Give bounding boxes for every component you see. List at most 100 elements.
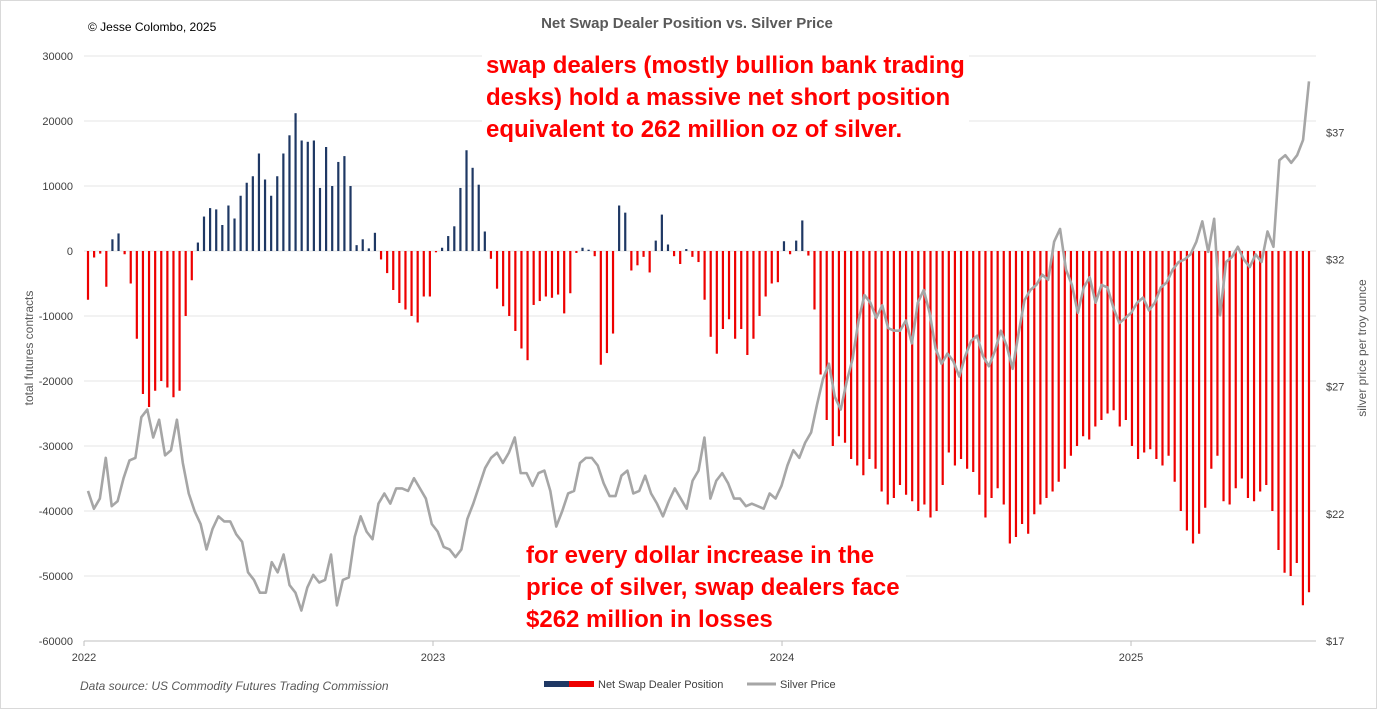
bar xyxy=(410,251,413,316)
bar xyxy=(1271,251,1274,511)
copyright-text: © Jesse Colombo, 2025 xyxy=(88,20,217,34)
bar xyxy=(209,208,212,251)
bar xyxy=(1069,251,1073,456)
bar xyxy=(294,113,297,251)
bar xyxy=(227,205,230,251)
bar xyxy=(1027,251,1030,534)
bar xyxy=(929,251,932,518)
bar xyxy=(111,239,114,251)
bar xyxy=(544,251,547,297)
bar xyxy=(300,140,303,251)
bar xyxy=(166,251,169,388)
annotation-bottom-line: $262 million in losses xyxy=(526,606,773,633)
legend-label-price: Silver Price xyxy=(780,679,836,691)
bar xyxy=(1136,251,1140,459)
bar xyxy=(959,251,963,459)
bar xyxy=(1045,251,1048,498)
bar xyxy=(966,251,969,469)
annotation-bottom-line: for every dollar increase in the xyxy=(526,542,875,569)
bar xyxy=(947,251,950,453)
bar xyxy=(184,251,187,316)
annotation-bottom: for every dollar increase in the price o… xyxy=(520,540,906,636)
bar xyxy=(1094,251,1097,427)
bar xyxy=(758,251,761,316)
bar xyxy=(685,249,688,251)
bar xyxy=(630,251,633,271)
bar xyxy=(1082,251,1085,437)
bar xyxy=(99,251,102,254)
bar xyxy=(276,176,279,251)
bar xyxy=(288,135,291,251)
bar xyxy=(843,251,847,443)
y-left-tick-label: -30000 xyxy=(39,441,73,453)
bar xyxy=(1198,251,1201,534)
bar xyxy=(1161,251,1164,466)
bar xyxy=(898,251,902,485)
bar xyxy=(813,251,816,310)
bar xyxy=(874,251,877,469)
bar xyxy=(202,216,206,251)
bar xyxy=(1118,251,1121,427)
bar xyxy=(416,251,419,323)
bar xyxy=(117,233,120,251)
bar xyxy=(1246,251,1250,498)
bar xyxy=(862,251,865,476)
bar xyxy=(373,232,377,251)
bar xyxy=(1112,251,1115,411)
annotation-top-line: equivalent to 262 million oz of silver. xyxy=(486,116,903,143)
bar xyxy=(233,218,236,251)
bar xyxy=(270,195,273,251)
bar xyxy=(1228,251,1231,505)
annotation-top: swap dealers (mostly bullion bank tradin… xyxy=(482,50,969,146)
bar xyxy=(746,251,749,355)
legend: Net Swap Dealer Position Silver Price xyxy=(544,679,836,691)
bar xyxy=(239,195,242,251)
y-left-tick-label: -50000 xyxy=(39,571,73,583)
bar xyxy=(154,251,157,391)
bar xyxy=(764,251,767,297)
bar xyxy=(422,251,425,297)
bar xyxy=(984,251,987,518)
y-left-tick-label: 10000 xyxy=(42,181,73,193)
bar xyxy=(1277,251,1280,550)
x-tick-label: 2023 xyxy=(421,652,445,664)
y-right-tick-label: $37 xyxy=(1326,127,1344,139)
bar xyxy=(483,231,486,251)
bar xyxy=(355,245,358,251)
bar xyxy=(1259,251,1262,492)
bar xyxy=(1173,251,1176,482)
bar xyxy=(1002,251,1005,505)
bar xyxy=(196,242,199,251)
bar xyxy=(1185,251,1188,531)
bar xyxy=(1008,251,1011,544)
bar xyxy=(831,251,834,446)
bar xyxy=(770,251,773,284)
bar xyxy=(837,251,841,437)
bar xyxy=(666,244,670,251)
bar xyxy=(923,251,926,505)
bar xyxy=(257,153,261,251)
bar xyxy=(105,251,108,287)
bar xyxy=(404,251,407,310)
bar xyxy=(782,241,786,251)
bar xyxy=(245,182,248,251)
bar xyxy=(1234,251,1237,489)
bar xyxy=(440,247,444,251)
bar xyxy=(587,249,590,251)
bar xyxy=(325,147,328,251)
bar xyxy=(93,251,96,258)
bar xyxy=(611,251,615,334)
bar xyxy=(721,251,725,329)
bar xyxy=(489,251,493,259)
bar xyxy=(1204,251,1207,508)
bar xyxy=(86,251,90,300)
bar xyxy=(1179,251,1182,511)
bar xyxy=(648,251,651,273)
bar xyxy=(593,251,596,257)
bar xyxy=(618,205,621,251)
bar xyxy=(1100,251,1103,420)
bar xyxy=(1301,251,1304,606)
bar-series xyxy=(86,113,1311,606)
bar xyxy=(795,240,798,251)
